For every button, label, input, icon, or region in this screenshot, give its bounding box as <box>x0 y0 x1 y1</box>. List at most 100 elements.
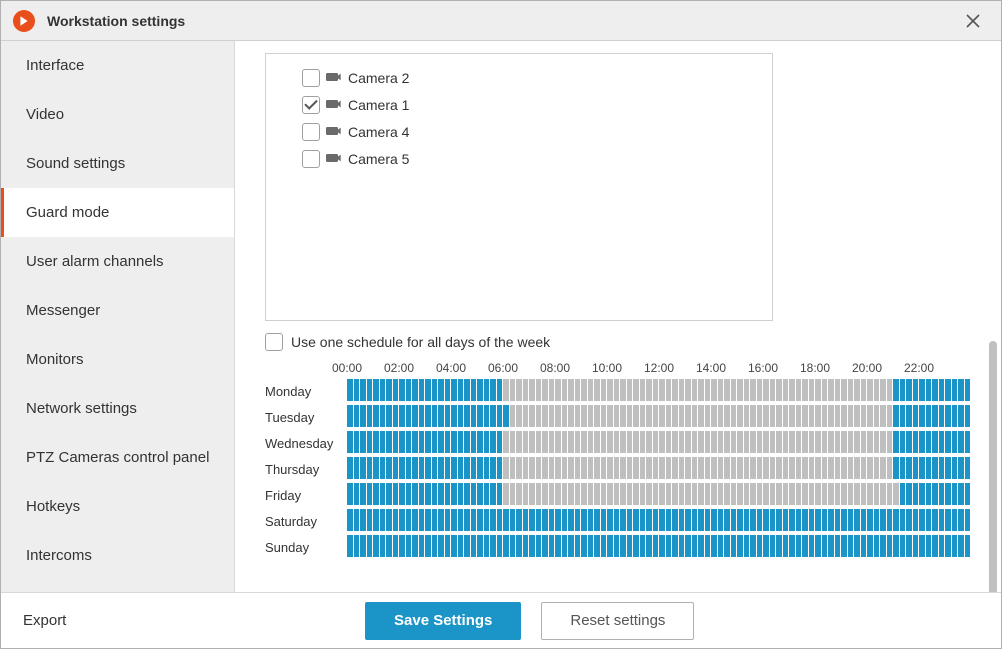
schedule-cell[interactable] <box>835 457 841 479</box>
schedule-cell[interactable] <box>367 535 373 557</box>
schedule-cell[interactable] <box>841 483 847 505</box>
schedule-cell[interactable] <box>510 457 516 479</box>
schedule-cell[interactable] <box>607 431 613 453</box>
schedule-cell[interactable] <box>874 483 880 505</box>
schedule-cell[interactable] <box>516 509 522 531</box>
schedule-cell[interactable] <box>913 379 919 401</box>
schedule-cell[interactable] <box>731 483 737 505</box>
sidebar-item-network-settings[interactable]: Network settings <box>1 384 234 433</box>
schedule-cell[interactable] <box>744 535 750 557</box>
schedule-cell[interactable] <box>419 535 425 557</box>
schedule-cell[interactable] <box>458 405 464 427</box>
schedule-cell[interactable] <box>822 405 828 427</box>
schedule-cell[interactable] <box>900 535 906 557</box>
schedule-cell[interactable] <box>581 509 587 531</box>
schedule-cell[interactable] <box>789 483 795 505</box>
schedule-cell[interactable] <box>757 535 763 557</box>
schedule-cell[interactable] <box>744 379 750 401</box>
schedule-cell[interactable] <box>672 457 678 479</box>
schedule-cell[interactable] <box>880 483 886 505</box>
schedule-cell[interactable] <box>451 483 457 505</box>
schedule-cell[interactable] <box>783 535 789 557</box>
schedule-cell[interactable] <box>471 379 477 401</box>
schedule-cell[interactable] <box>477 457 483 479</box>
schedule-cell[interactable] <box>848 509 854 531</box>
schedule-cell[interactable] <box>796 457 802 479</box>
schedule-cell[interactable] <box>393 379 399 401</box>
schedule-cell[interactable] <box>854 379 860 401</box>
schedule-cell[interactable] <box>614 431 620 453</box>
schedule-cell[interactable] <box>471 431 477 453</box>
schedule-cell[interactable] <box>750 431 756 453</box>
schedule-cell[interactable] <box>549 509 555 531</box>
schedule-cell[interactable] <box>796 405 802 427</box>
schedule-cell[interactable] <box>620 405 626 427</box>
schedule-cell[interactable] <box>562 509 568 531</box>
schedule-cell[interactable] <box>568 379 574 401</box>
schedule-cell[interactable] <box>841 457 847 479</box>
schedule-cell[interactable] <box>484 379 490 401</box>
schedule-cell[interactable] <box>380 431 386 453</box>
schedule-cell[interactable] <box>802 535 808 557</box>
export-button[interactable]: Export <box>21 612 235 629</box>
schedule-cell[interactable] <box>575 535 581 557</box>
schedule-cell[interactable] <box>887 457 893 479</box>
schedule-cell[interactable] <box>347 483 353 505</box>
schedule-cell[interactable] <box>542 483 548 505</box>
schedule-cell[interactable] <box>490 457 496 479</box>
schedule-cell[interactable] <box>867 431 873 453</box>
schedule-cell[interactable] <box>451 431 457 453</box>
schedule-cell[interactable] <box>815 509 821 531</box>
schedule-cell[interactable] <box>406 431 412 453</box>
schedule-cell[interactable] <box>705 483 711 505</box>
schedule-cell[interactable] <box>750 509 756 531</box>
schedule-cell[interactable] <box>640 483 646 505</box>
schedule-cell[interactable] <box>796 509 802 531</box>
schedule-cell[interactable] <box>932 509 938 531</box>
close-button[interactable] <box>957 5 989 37</box>
schedule-cell[interactable] <box>555 405 561 427</box>
schedule-cell[interactable] <box>490 379 496 401</box>
schedule-cell[interactable] <box>965 457 971 479</box>
schedule-cell[interactable] <box>783 457 789 479</box>
schedule-cell[interactable] <box>581 457 587 479</box>
schedule-cell[interactable] <box>926 483 932 505</box>
schedule-cell[interactable] <box>672 405 678 427</box>
schedule-cell[interactable] <box>393 535 399 557</box>
schedule-cell[interactable] <box>497 535 503 557</box>
schedule-cell[interactable] <box>945 405 951 427</box>
schedule-cell[interactable] <box>965 509 971 531</box>
schedule-cell[interactable] <box>711 457 717 479</box>
schedule-cell[interactable] <box>776 405 782 427</box>
schedule-cell[interactable] <box>542 405 548 427</box>
schedule-cell[interactable] <box>412 431 418 453</box>
schedule-cell[interactable] <box>601 431 607 453</box>
schedule-cell[interactable] <box>549 379 555 401</box>
save-settings-button[interactable]: Save Settings <box>365 602 521 640</box>
schedule-cell[interactable] <box>445 457 451 479</box>
schedule-cell[interactable] <box>672 535 678 557</box>
schedule-cell[interactable] <box>484 483 490 505</box>
schedule-cell[interactable] <box>952 509 958 531</box>
schedule-cell[interactable] <box>432 535 438 557</box>
schedule-cell[interactable] <box>523 405 529 427</box>
schedule-cell[interactable] <box>464 509 470 531</box>
schedule-cell[interactable] <box>854 483 860 505</box>
schedule-cell[interactable] <box>367 457 373 479</box>
schedule-cell[interactable] <box>711 405 717 427</box>
schedule-cell[interactable] <box>919 379 925 401</box>
schedule-cell[interactable] <box>536 483 542 505</box>
schedule-cell[interactable] <box>484 535 490 557</box>
schedule-cell[interactable] <box>646 509 652 531</box>
schedule-cell[interactable] <box>646 379 652 401</box>
schedule-cell[interactable] <box>913 535 919 557</box>
schedule-cell[interactable] <box>926 405 932 427</box>
schedule-cell[interactable] <box>393 431 399 453</box>
schedule-cell[interactable] <box>614 483 620 505</box>
schedule-cell[interactable] <box>627 431 633 453</box>
schedule-cell[interactable] <box>555 431 561 453</box>
schedule-cell[interactable] <box>711 483 717 505</box>
schedule-cell[interactable] <box>965 379 971 401</box>
schedule-cell[interactable] <box>731 379 737 401</box>
one-schedule-checkbox[interactable] <box>265 333 283 351</box>
